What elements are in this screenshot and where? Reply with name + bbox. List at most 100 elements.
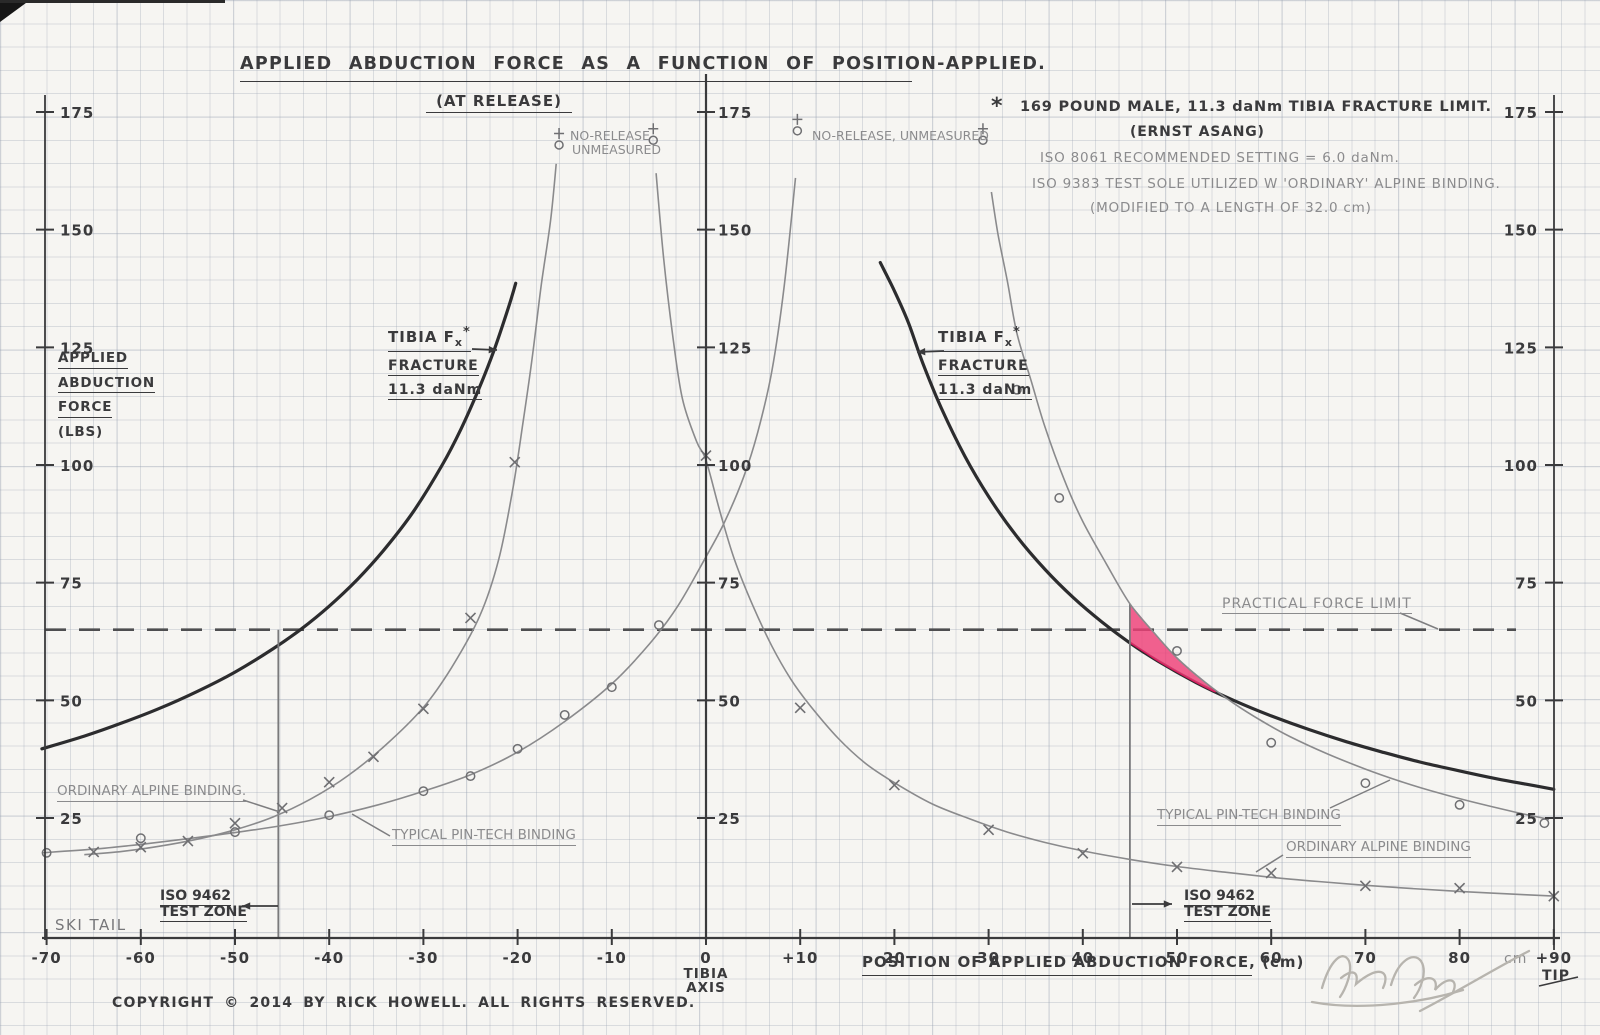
y-axis-title-line3: FORCE <box>58 399 113 418</box>
signature <box>1310 988 1465 1007</box>
x-tick-label: +90 <box>1536 949 1572 967</box>
y-tick-label-right: 125 <box>1504 339 1538 357</box>
signature <box>1389 956 1425 1000</box>
x-tick-label: 0 <box>700 949 711 967</box>
highlight-region <box>1129 602 1216 693</box>
pintech_tail-marker-o <box>418 786 429 797</box>
x-tick-label: 80 <box>1448 949 1471 967</box>
note-iso9383: ISO 9383 TEST SOLE UTILIZED W 'ORDINARY'… <box>1032 176 1501 192</box>
iso-test-zone-label-left: ISO 9462 TEST ZONE <box>160 888 247 923</box>
ski-tail-label: SKI TAIL <box>55 916 127 934</box>
no-release-marker-circle <box>978 135 988 145</box>
alpine_tip-marker-x <box>1454 882 1466 894</box>
footnote-asterisk: * <box>991 94 1003 119</box>
y-tick-label-center: 50 <box>718 692 741 710</box>
alpine_tail-marker-x <box>367 751 380 763</box>
chart-title: APPLIED ABDUCTION FORCE AS A FUNCTION OF… <box>240 54 1045 83</box>
tibia-fx-label-left: TIBIA Fx* FRACTURE 11.3 daNm <box>388 325 483 405</box>
pintech_tail-marker-o <box>653 620 664 630</box>
x-tick-label: 50 <box>1166 949 1189 967</box>
y-axis-title-line1: APPLIED <box>58 350 128 369</box>
tibia-axis-label-line2: AXIS <box>686 980 726 996</box>
iso-test-zone-label-right: ISO 9462 TEST ZONE <box>1184 888 1271 923</box>
y-tick-label-right: 100 <box>1504 457 1538 475</box>
y-tick-label-right: 25 <box>1515 810 1538 828</box>
pintech_tail-curve <box>41 177 797 854</box>
copyright: COPYRIGHT © 2014 BY RICK HOWELL. ALL RIG… <box>112 995 696 1011</box>
y-tick-label-left: 50 <box>60 692 83 710</box>
scan-corner-artifact <box>0 0 30 22</box>
signature <box>1320 955 1352 999</box>
tibia-fx-label-right: TIBIA Fx* FRACTURE 11.3 daNm <box>938 325 1033 405</box>
alpine_tail-marker-x <box>509 456 521 468</box>
pintech_tail-marker-o <box>135 833 146 844</box>
alpine_tail-marker-x <box>464 612 477 624</box>
pintech_tail-marker-o <box>465 771 476 782</box>
note-modified-length: (MODIFIED TO A LENGTH OF 32.0 cm) <box>1090 200 1372 216</box>
y-tick-label-right: 50 <box>1515 692 1538 710</box>
pintech-tail-pointer <box>351 813 391 837</box>
alpine_tip-marker-x <box>983 824 995 836</box>
alpine_tip-marker-x <box>1359 880 1371 892</box>
x-tick-label: -10 <box>597 949 627 967</box>
alpine_tip-marker-x <box>794 702 806 714</box>
y-tick-label-left: 75 <box>60 575 83 593</box>
pintech_tail-marker-o <box>512 743 523 754</box>
alpine_tail-marker-x <box>182 835 194 847</box>
alpine_tail-curve <box>84 163 557 856</box>
pintech_tip-marker-o <box>1172 645 1182 656</box>
x-tick-label: 70 <box>1354 949 1377 967</box>
pintech_tip-marker-o <box>1454 799 1465 810</box>
x-tick-label: -60 <box>126 949 156 967</box>
alpine_tail-marker-x <box>135 841 147 853</box>
pintech-tip-pointer <box>1329 779 1391 809</box>
signature <box>1413 977 1456 994</box>
y-tick-label-left: 150 <box>60 222 94 240</box>
alpine_tail-marker-x <box>417 703 429 715</box>
tibia-axis-label-line1: TIBIA <box>684 966 729 982</box>
pintech_tail-marker-o <box>559 709 570 720</box>
pintech-binding-label-tip: TYPICAL PIN-TECH BINDING <box>1157 807 1341 826</box>
tibia-fx-arrow-right-head <box>917 348 926 356</box>
iso-arrow-right-head <box>1163 900 1172 908</box>
y-tick-label-right: 175 <box>1504 104 1538 122</box>
y-tick-label-right: 75 <box>1515 575 1538 593</box>
y-tick-label-center: 25 <box>718 810 741 828</box>
y-tick-label-left: 100 <box>60 457 94 475</box>
practical-force-limit-label: PRACTICAL FORCE LIMIT <box>1222 596 1412 615</box>
y-tick-label-center: 175 <box>718 104 752 122</box>
signature <box>1418 949 1531 1013</box>
x-tick-label: -20 <box>503 949 533 967</box>
practical-pointer <box>1399 612 1439 630</box>
no-release-label-right: NO-RELEASE, UNMEASURED <box>812 128 989 143</box>
note-fracture-limit: 169 POUND MALE, 11.3 daNm TIBIA FRACTURE… <box>1020 99 1492 115</box>
chart-subtitle: (AT RELEASE) <box>426 92 572 114</box>
y-tick-label-center: 150 <box>718 222 752 240</box>
x-tick-label: 30 <box>977 949 1000 967</box>
pintech_tip-curve <box>990 191 1550 821</box>
y-tick-label-center: 75 <box>718 575 741 593</box>
y-axis-title-line2: ABDUCTION <box>58 375 156 394</box>
alpine_tip-marker-x <box>1171 861 1183 873</box>
alpine_tail-marker-x <box>229 817 241 829</box>
x-tick-label: -70 <box>32 949 62 967</box>
alpine_tip-marker-x <box>1077 847 1089 859</box>
pintech_tip-marker-o <box>1011 384 1022 395</box>
y-tick-label-left: 125 <box>60 339 94 357</box>
no-release-marker-circle <box>792 126 803 136</box>
no-release-marker-plus <box>792 113 803 125</box>
scan-edge-artifact <box>0 0 225 3</box>
fracture_tail-curve <box>40 281 518 751</box>
pintech_tail-marker-o <box>230 827 240 838</box>
pintech_tip-marker-o <box>1360 778 1371 789</box>
y-tick-label-center: 125 <box>718 339 752 357</box>
tibia-fx-arrow-left-head <box>488 346 497 354</box>
note-asang: (ERNST ASANG) <box>1130 124 1265 140</box>
alpine-binding-label-tail: ORDINARY ALPINE BINDING. <box>57 783 247 802</box>
y-axis-title-line4: (LBS) <box>58 423 103 440</box>
pintech_tip-marker-o <box>1266 737 1277 748</box>
alpine_tip-marker-x <box>1265 867 1277 879</box>
no-release-marker-plus <box>977 123 988 135</box>
iso-arrow-left-head <box>242 902 251 910</box>
